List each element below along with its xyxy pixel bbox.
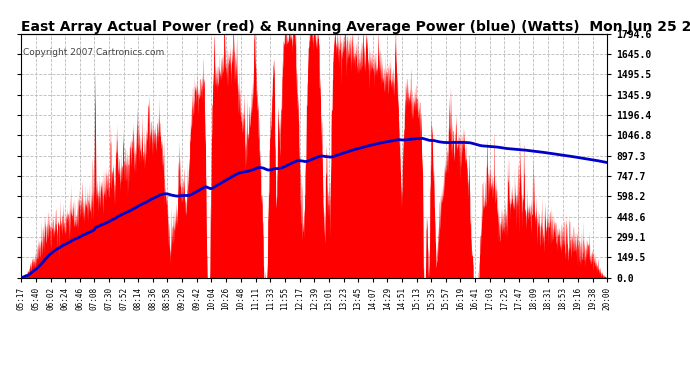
Text: East Array Actual Power (red) & Running Average Power (blue) (Watts)  Mon Jun 25: East Array Actual Power (red) & Running … <box>21 20 690 34</box>
Text: Copyright 2007 Cartronics.com: Copyright 2007 Cartronics.com <box>23 48 164 57</box>
